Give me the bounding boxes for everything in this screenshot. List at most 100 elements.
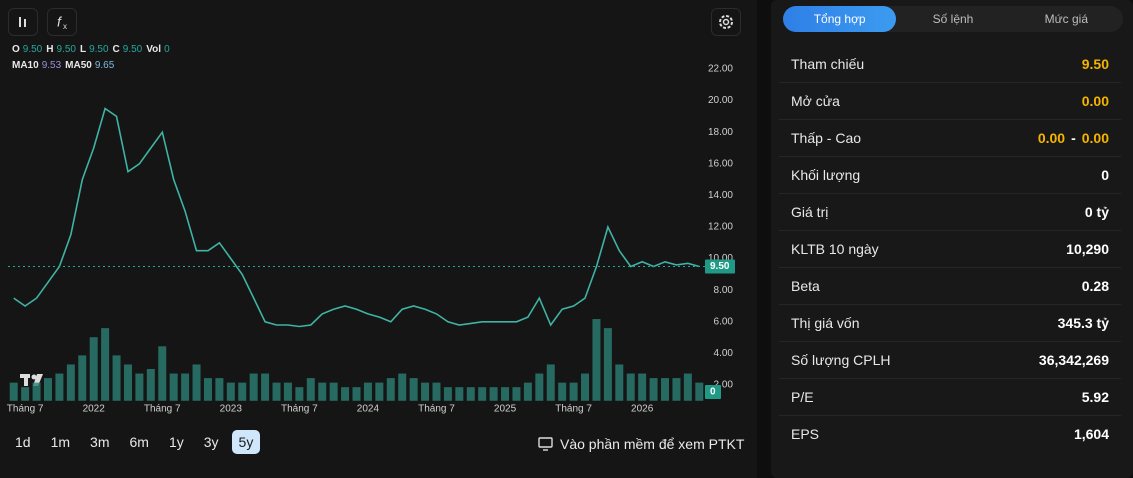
- svg-text:f: f: [57, 14, 63, 30]
- row-label: P/E: [791, 389, 814, 405]
- row-value: 0.00: [1037, 130, 1066, 146]
- volume-bar: [638, 373, 647, 401]
- range-button[interactable]: 1m: [50, 434, 71, 450]
- icon: [19, 17, 26, 27]
- x-tick-label: Tháng 7: [555, 404, 592, 415]
- row-value: 0: [1101, 167, 1109, 183]
- volume-bar: [329, 382, 338, 401]
- y-tick-label: 6.00: [714, 316, 734, 327]
- svg-text:x: x: [63, 22, 67, 31]
- volume-bar: [409, 378, 418, 401]
- volume-bar: [203, 378, 212, 401]
- range-button[interactable]: 1d: [15, 434, 31, 450]
- range-button[interactable]: 3y: [203, 434, 219, 450]
- price-line: [13, 107, 700, 328]
- row-value-group: 5.92: [1082, 389, 1109, 405]
- volume-bar: [306, 378, 315, 401]
- row-label: Beta: [791, 278, 820, 294]
- x-tick-label: Tháng 7: [144, 404, 181, 415]
- volume-bar: [55, 373, 64, 401]
- tab[interactable]: Mức giá: [1044, 12, 1089, 26]
- x-tick-label: 2025: [494, 404, 517, 415]
- row-value-group: 0.28: [1082, 278, 1109, 294]
- range-button[interactable]: 3m: [90, 434, 110, 450]
- volume-bar: [672, 378, 681, 401]
- volume-bar: [363, 382, 372, 401]
- volume-bar: [318, 382, 327, 401]
- volume-bar: [478, 387, 487, 401]
- tab[interactable]: Tổng hợp: [783, 6, 897, 32]
- volume-bar: [123, 364, 132, 401]
- candle-tool[interactable]: [8, 8, 38, 36]
- volume-bar: [683, 373, 692, 401]
- tabs: Tổng hợp Số lệnh Mức giá: [783, 6, 1123, 32]
- volume-bar: [272, 382, 281, 401]
- x-tick-label: Tháng 7: [7, 404, 44, 415]
- volume-bar: [261, 373, 270, 401]
- volume-bar: [443, 387, 452, 401]
- legend-value: 9.50: [56, 44, 76, 55]
- volume-bar: [226, 382, 235, 401]
- summary-row: Giá trị 0 tỷ: [779, 194, 1121, 231]
- volume-bar: [546, 364, 555, 401]
- row-value: 10,290: [1066, 241, 1109, 257]
- volume-bar: [9, 382, 18, 401]
- row-value: 36,342,269: [1038, 352, 1109, 368]
- volume-bar: [32, 382, 41, 401]
- tab[interactable]: Số lệnh: [932, 12, 974, 26]
- last-price-tag: [705, 259, 735, 274]
- x-tick-label: 2024: [357, 404, 380, 415]
- ma-legend: MA10 9.53 MA50 9.65: [12, 60, 115, 71]
- legend-label: H: [46, 44, 53, 55]
- icon: [538, 437, 553, 451]
- row-label: KLTB 10 ngày: [791, 241, 879, 257]
- volume-bar: [695, 382, 704, 401]
- volume-bar: [558, 382, 567, 401]
- row-label: Mở cửa: [791, 93, 840, 109]
- row-value-group: 0.00-0.00: [1038, 130, 1109, 146]
- volume-bar: [386, 378, 395, 401]
- volume-bar: [592, 319, 601, 401]
- y-tick-label: 22.00: [708, 64, 733, 75]
- volume-bar: [283, 382, 292, 401]
- row-label: Thấp - Cao: [791, 130, 862, 146]
- range-button[interactable]: 5y: [231, 430, 261, 454]
- last-price-label: 9.50: [710, 261, 730, 272]
- settings[interactable]: [711, 8, 741, 36]
- y-tick-label: 18.00: [708, 127, 733, 138]
- volume-bar: [535, 373, 544, 401]
- range-button[interactable]: 1y: [168, 434, 184, 450]
- row-value: 1,604: [1073, 426, 1109, 442]
- ptkt-link[interactable]: Vào phần mềm để xem PTKT: [538, 436, 744, 452]
- summary-row: Mở cửa 0.00: [779, 83, 1121, 120]
- link-text[interactable]: Vào phần mềm để xem PTKT: [560, 436, 745, 452]
- volume-bar: [512, 387, 521, 401]
- summary-row: Thị giá vốn 345.3 tỷ: [779, 305, 1121, 342]
- row-label: Tham chiếu: [791, 56, 865, 72]
- legend-label: MA10: [12, 60, 39, 71]
- last-volume-label: 0: [710, 387, 716, 398]
- summary-row: Tham chiếu 9.50: [779, 46, 1121, 83]
- range-button[interactable]: 6m: [129, 434, 149, 450]
- volume-bar: [501, 387, 510, 401]
- row-value-group: 345.3 tỷ: [1058, 315, 1109, 331]
- volume-bar: [375, 382, 384, 401]
- legend-label: C: [113, 44, 120, 55]
- y-tick-label: 12.00: [708, 222, 733, 233]
- y-tick-label: 14.00: [708, 190, 733, 201]
- legend-value: 9.65: [95, 60, 115, 71]
- row-label: Giá trị: [791, 204, 829, 220]
- legend-label: O: [12, 44, 20, 55]
- legend-value: 9.50: [23, 44, 43, 55]
- legend-value: 9.50: [89, 44, 109, 55]
- volume-bar: [523, 382, 532, 401]
- volume-bar: [615, 364, 624, 401]
- row-label: Khối lượng: [791, 167, 861, 183]
- volume-bar: [661, 378, 670, 401]
- row-value: 0.00: [1081, 93, 1109, 109]
- row-value: 0 tỷ: [1084, 204, 1109, 220]
- summary-row: P/E 5.92: [779, 379, 1121, 416]
- volume-bar: [66, 364, 75, 401]
